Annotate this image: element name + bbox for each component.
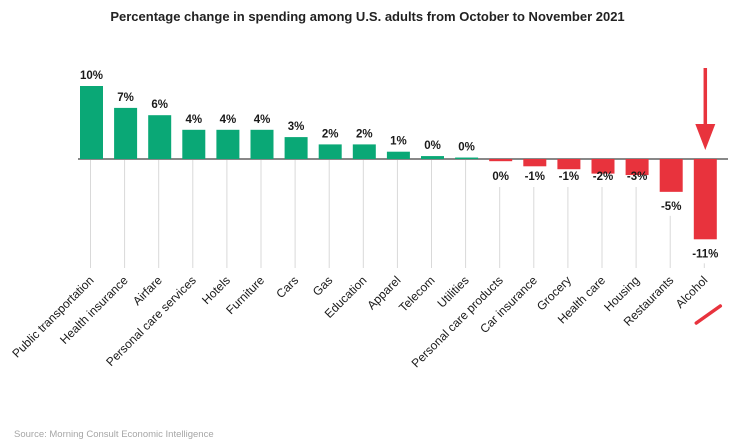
category-label: Cars <box>273 273 301 301</box>
underline-mark-icon <box>694 304 723 325</box>
category-label: Telecom <box>396 273 437 314</box>
bar <box>352 144 376 159</box>
bar <box>557 159 581 170</box>
category-label: Gas <box>310 273 335 298</box>
category-label: Alcohol <box>673 273 711 311</box>
chart-title: Percentage change in spending among U.S.… <box>110 9 625 24</box>
bar <box>80 86 103 159</box>
bar <box>591 159 615 174</box>
data-label: 6% <box>151 99 168 111</box>
bar <box>421 156 444 159</box>
data-label: 7% <box>117 92 134 104</box>
bar <box>693 159 717 240</box>
bar <box>386 151 410 159</box>
bar <box>659 159 683 192</box>
data-label: 4% <box>185 114 202 126</box>
data-label: 4% <box>220 114 237 126</box>
bar <box>216 129 240 159</box>
data-label: 0% <box>492 171 509 183</box>
data-label: -2% <box>593 171 613 183</box>
bar <box>182 129 206 159</box>
bar <box>455 157 479 159</box>
source-note: Source: Morning Consult Economic Intelli… <box>14 429 214 440</box>
down-arrow-icon <box>695 124 716 150</box>
data-label: 2% <box>322 128 339 140</box>
data-label: 1% <box>390 136 407 148</box>
data-label: -11% <box>692 248 718 260</box>
bar <box>250 129 274 159</box>
category-label: Furniture <box>223 273 267 317</box>
data-label: 0% <box>424 140 441 152</box>
data-label: 0% <box>458 142 475 154</box>
data-label: -1% <box>525 171 545 183</box>
bar <box>523 159 547 167</box>
bar <box>318 144 342 159</box>
bar <box>284 137 308 159</box>
bar <box>489 159 513 162</box>
data-label: 4% <box>254 114 271 126</box>
data-label: 2% <box>356 128 373 140</box>
bar <box>625 159 649 176</box>
data-label: -3% <box>627 171 647 183</box>
data-label: 10% <box>80 70 103 82</box>
data-label: -1% <box>559 171 579 183</box>
bar <box>148 115 172 159</box>
bar <box>114 107 138 159</box>
data-label: 3% <box>288 121 305 133</box>
data-label: -5% <box>661 201 681 213</box>
